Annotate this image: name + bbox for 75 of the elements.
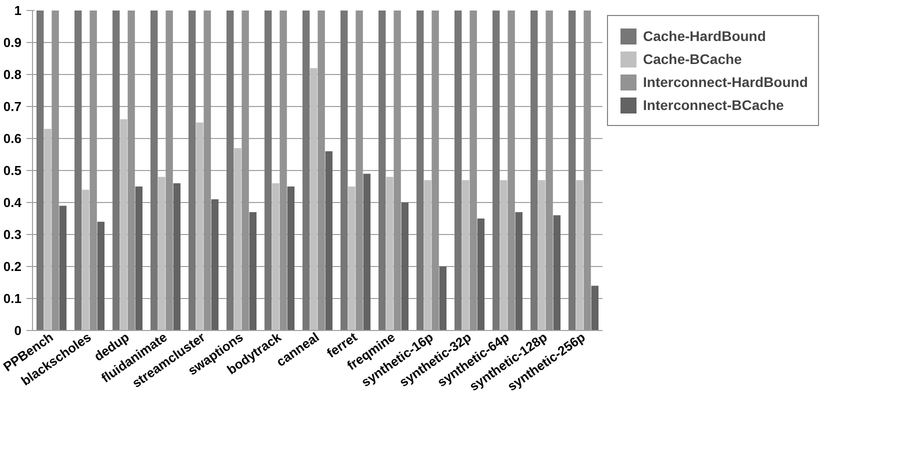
bar bbox=[318, 10, 325, 330]
bar bbox=[74, 10, 82, 330]
bar bbox=[310, 68, 318, 330]
bar bbox=[363, 174, 371, 330]
bar bbox=[59, 206, 67, 330]
bar bbox=[394, 10, 401, 330]
y-tick-label: 0.9 bbox=[3, 35, 22, 50]
y-tick-label: 0.7 bbox=[3, 99, 22, 114]
bar bbox=[356, 10, 363, 330]
legend-label: Cache-BCache bbox=[643, 51, 742, 67]
bar bbox=[439, 266, 447, 330]
bar bbox=[530, 10, 538, 330]
bar bbox=[302, 10, 310, 330]
bar bbox=[44, 128, 52, 330]
bar bbox=[135, 186, 143, 330]
y-tick-label: 0.8 bbox=[3, 67, 22, 82]
bar bbox=[242, 10, 249, 330]
bar bbox=[584, 10, 591, 330]
bar bbox=[82, 190, 90, 330]
bar bbox=[546, 10, 553, 330]
bar bbox=[386, 176, 394, 330]
bar bbox=[280, 10, 287, 330]
bar bbox=[264, 10, 272, 330]
bar bbox=[196, 122, 204, 330]
bar bbox=[508, 10, 515, 330]
bar bbox=[538, 180, 546, 330]
legend-label: Interconnect-HardBound bbox=[643, 74, 808, 90]
bar bbox=[576, 180, 584, 330]
bar bbox=[120, 119, 128, 330]
bar bbox=[591, 286, 599, 330]
bar bbox=[226, 10, 234, 330]
y-tick-label: 1 bbox=[14, 3, 22, 18]
bar bbox=[52, 10, 59, 330]
y-tick-label: 0.3 bbox=[3, 227, 22, 242]
bar bbox=[340, 10, 348, 330]
bar bbox=[112, 10, 120, 330]
bar bbox=[90, 10, 97, 330]
bar bbox=[234, 148, 242, 330]
bar bbox=[97, 222, 105, 330]
bar bbox=[492, 10, 500, 330]
bar bbox=[462, 180, 470, 330]
bar bbox=[211, 199, 219, 330]
bar bbox=[287, 186, 295, 330]
bar bbox=[454, 10, 462, 330]
bar bbox=[515, 212, 523, 330]
y-tick-label: 0.5 bbox=[3, 163, 22, 178]
legend-label: Cache-HardBound bbox=[643, 28, 766, 44]
bar bbox=[272, 183, 280, 330]
bar bbox=[568, 10, 576, 330]
bar bbox=[553, 215, 561, 330]
bar bbox=[470, 10, 477, 330]
y-tick-label: 0.4 bbox=[3, 195, 22, 210]
bar bbox=[36, 10, 44, 330]
bar bbox=[249, 212, 257, 330]
bar bbox=[188, 10, 196, 330]
bar bbox=[500, 180, 508, 330]
y-tick-label: 0 bbox=[14, 323, 22, 338]
bar bbox=[477, 218, 485, 330]
bar bbox=[204, 10, 211, 330]
bar bbox=[158, 176, 166, 330]
legend-label: Interconnect-BCache bbox=[643, 97, 784, 113]
bar bbox=[128, 10, 135, 330]
y-tick-label: 0.1 bbox=[3, 291, 22, 306]
bar bbox=[424, 180, 432, 330]
bar bbox=[150, 10, 158, 330]
bar bbox=[401, 202, 409, 330]
bar bbox=[416, 10, 424, 330]
bar bbox=[348, 186, 356, 330]
bar bbox=[173, 183, 181, 330]
y-tick-label: 0.6 bbox=[3, 131, 22, 146]
bar bbox=[432, 10, 439, 330]
bar bbox=[378, 10, 386, 330]
bar bbox=[325, 151, 333, 330]
y-tick-label: 0.2 bbox=[3, 259, 22, 274]
bar bbox=[166, 10, 173, 330]
